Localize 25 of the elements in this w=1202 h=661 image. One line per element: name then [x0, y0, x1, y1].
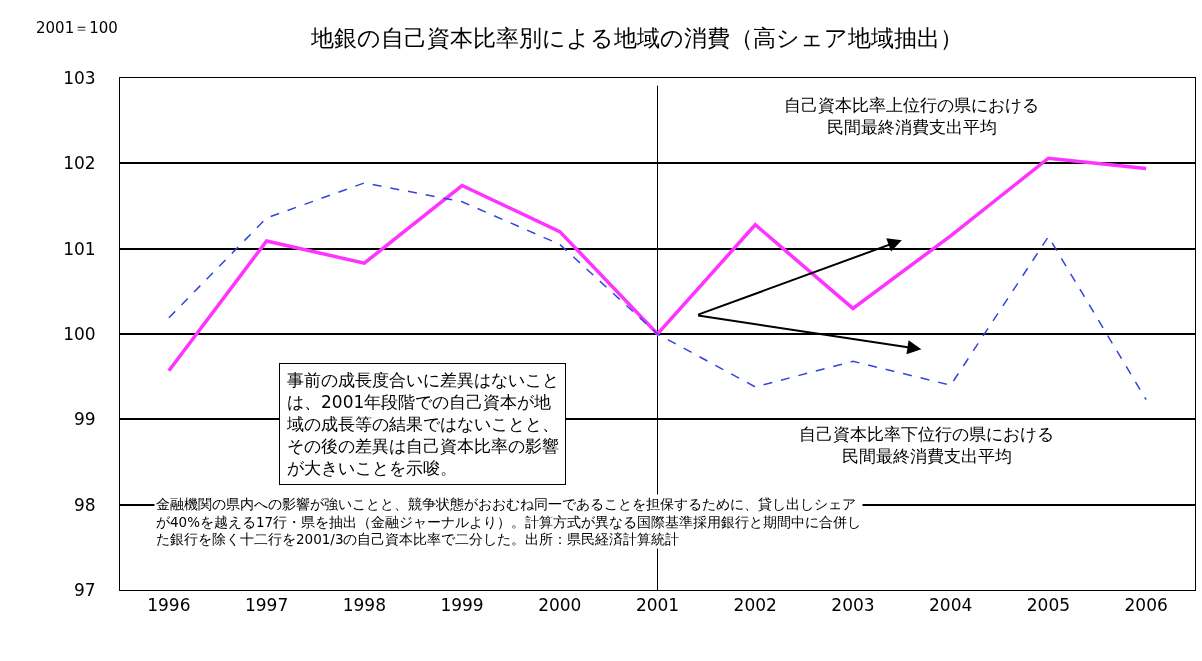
x-tick-label: 1997	[244, 595, 289, 616]
y-axis-title: 2001＝100	[36, 19, 118, 37]
y-tick-label: 97	[73, 579, 96, 600]
text: 自己資本比率下位行の県における民間最終消費支出平均	[799, 424, 1054, 467]
series-label: 自己資本比率上位行の県における民間最終消費支出平均	[784, 95, 1039, 138]
annotation: 金融機関の県内への影響が強いことと、競争状態がおおむね同一であることを担保するために、貸し出しシェアが40%を越える17行・県を抽出（金融ジャーナルより）。計算方式が異なる国際基準採用銀行と期間中に合併した銀行を除く十二行を2001/3の自己資本比率で二分した。出所：県民経済計算統計	[156, 496, 862, 548]
x-tick-label: 2006	[1124, 595, 1168, 616]
x-tick-label: 2002	[733, 595, 777, 616]
x-tick-label: 1996	[147, 595, 191, 616]
y-tick-label: 98	[73, 494, 96, 515]
y-tick-label: 99	[73, 409, 96, 430]
y-tick-label: 101	[63, 238, 96, 259]
chart-title: 地銀の自己資本比率別による地域の消費（高シェア地域抽出）	[310, 25, 963, 51]
annotation: 事前の成長度合いに差異はないことは、2001年段階での自己資本が地域の成長等の結果ではないことと、その後の差異は自己資本比率の影響が大きいことを示唆。	[286, 370, 559, 479]
y-tick-label: 100	[63, 323, 96, 344]
y-tick-label: 103	[63, 67, 96, 88]
line-series	[167, 156, 1148, 373]
x-tick-label: 2001	[635, 595, 680, 616]
x-tick-label: 1999	[440, 595, 484, 616]
x-tick-label: 1998	[342, 595, 386, 616]
x-tick-label: 2000	[538, 595, 582, 616]
x-tick-label: 2005	[1026, 595, 1071, 616]
x-tick-label: 2004	[929, 595, 973, 616]
x-tick-label: 2003	[831, 595, 875, 616]
y-tick-label: 102	[63, 153, 96, 174]
